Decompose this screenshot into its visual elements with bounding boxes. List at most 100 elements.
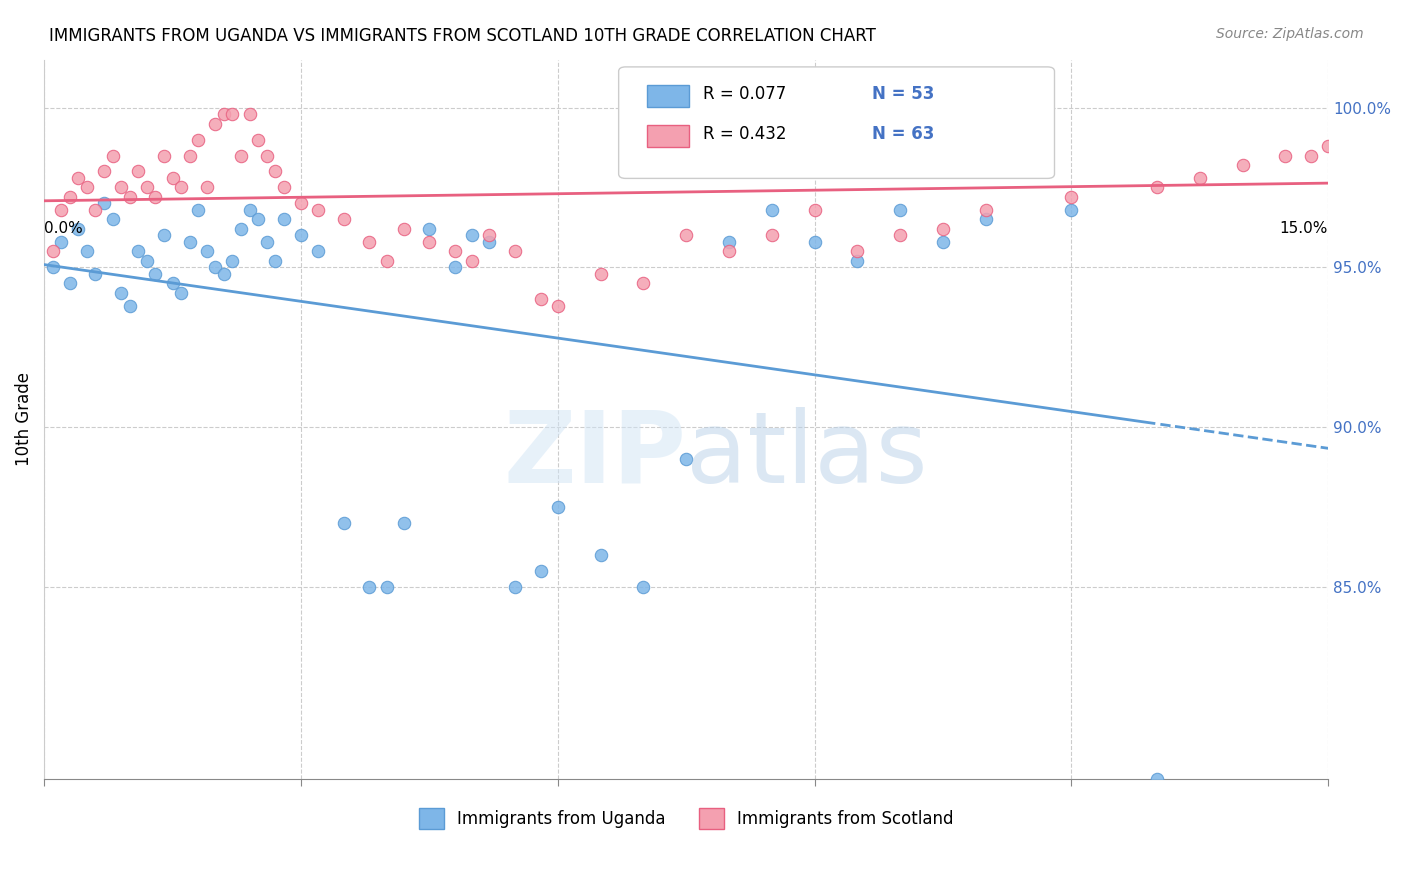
Point (503, 580, 526, 594)
Point (101, 148, 124, 162)
Point (212, 267, 235, 281)
Text: R = 0.432: R = 0.432 (703, 125, 786, 143)
Point (93, 196, 115, 211)
Point (1060, 202, 1083, 217)
Point (118, 299, 141, 313)
Point (461, 228, 484, 243)
Point (529, 564, 551, 578)
Point (84, 267, 107, 281)
Point (1146, 180, 1168, 194)
Point (221, 254, 243, 268)
Point (478, 235, 501, 249)
Point (264, 254, 287, 268)
Point (1360, 126, 1382, 140)
Point (247, 212, 270, 227)
Text: Source: ZipAtlas.com: Source: ZipAtlas.com (1216, 27, 1364, 41)
Point (221, 107, 243, 121)
Point (67, 170, 90, 185)
Point (162, 277, 184, 291)
Point (204, 260, 226, 275)
Point (418, 222, 440, 236)
Point (256, 235, 278, 249)
Point (846, 254, 869, 268)
Point (84, 202, 107, 217)
Point (41, 260, 63, 275)
Point (127, 244, 149, 259)
Point (67, 222, 90, 236)
Point (145, 267, 167, 281)
Text: 15.0%: 15.0% (1279, 221, 1329, 236)
Legend: Immigrants from Uganda, Immigrants from Scotland: Immigrants from Uganda, Immigrants from … (412, 802, 960, 835)
Point (290, 228, 312, 243)
Y-axis label: 10th Grade: 10th Grade (15, 372, 32, 467)
Point (170, 285, 193, 300)
Point (717, 244, 740, 259)
Point (179, 148, 201, 162)
Point (359, 580, 381, 594)
Point (375, 580, 398, 594)
Text: ZIP: ZIP (503, 407, 686, 504)
Point (273, 212, 295, 227)
Point (59, 277, 82, 291)
Point (307, 244, 329, 259)
Point (76, 244, 98, 259)
Point (1232, 158, 1254, 172)
Point (547, 299, 569, 313)
Point (110, 180, 132, 194)
Point (59, 190, 82, 204)
Point (41, 244, 63, 259)
Point (444, 260, 467, 275)
Point (717, 235, 740, 249)
Point (118, 190, 141, 204)
Point (195, 244, 218, 259)
Point (51, 235, 73, 249)
Point (889, 202, 911, 217)
Point (212, 107, 235, 121)
Point (110, 285, 132, 300)
Point (1317, 139, 1340, 153)
Point (478, 228, 501, 243)
Point (633, 277, 655, 291)
Point (51, 202, 73, 217)
Point (375, 254, 398, 268)
Point (846, 244, 869, 259)
Point (1274, 148, 1296, 162)
Text: 0.0%: 0.0% (44, 221, 83, 236)
Point (93, 164, 115, 178)
Point (256, 148, 278, 162)
Point (101, 212, 124, 227)
Point (761, 202, 783, 217)
Point (290, 196, 312, 211)
Point (229, 222, 252, 236)
Point (135, 254, 157, 268)
Point (135, 180, 157, 194)
Point (238, 107, 260, 121)
Point (633, 580, 655, 594)
Point (307, 202, 329, 217)
Point (145, 190, 167, 204)
Point (392, 516, 415, 531)
Point (153, 228, 176, 243)
Point (1060, 190, 1083, 204)
Point (264, 164, 287, 178)
Point (444, 244, 467, 259)
Point (229, 148, 252, 162)
Point (418, 235, 440, 249)
Point (392, 222, 415, 236)
Point (675, 452, 697, 467)
Point (761, 228, 783, 243)
Point (187, 132, 209, 146)
Point (332, 212, 354, 227)
Point (359, 235, 381, 249)
Point (153, 148, 176, 162)
Point (529, 293, 551, 307)
Point (1188, 170, 1211, 185)
Point (204, 116, 226, 130)
Point (803, 202, 825, 217)
Point (589, 267, 612, 281)
Text: R = 0.077: R = 0.077 (703, 85, 786, 103)
Point (247, 132, 270, 146)
Point (76, 180, 98, 194)
Point (974, 202, 997, 217)
Point (932, 235, 955, 249)
